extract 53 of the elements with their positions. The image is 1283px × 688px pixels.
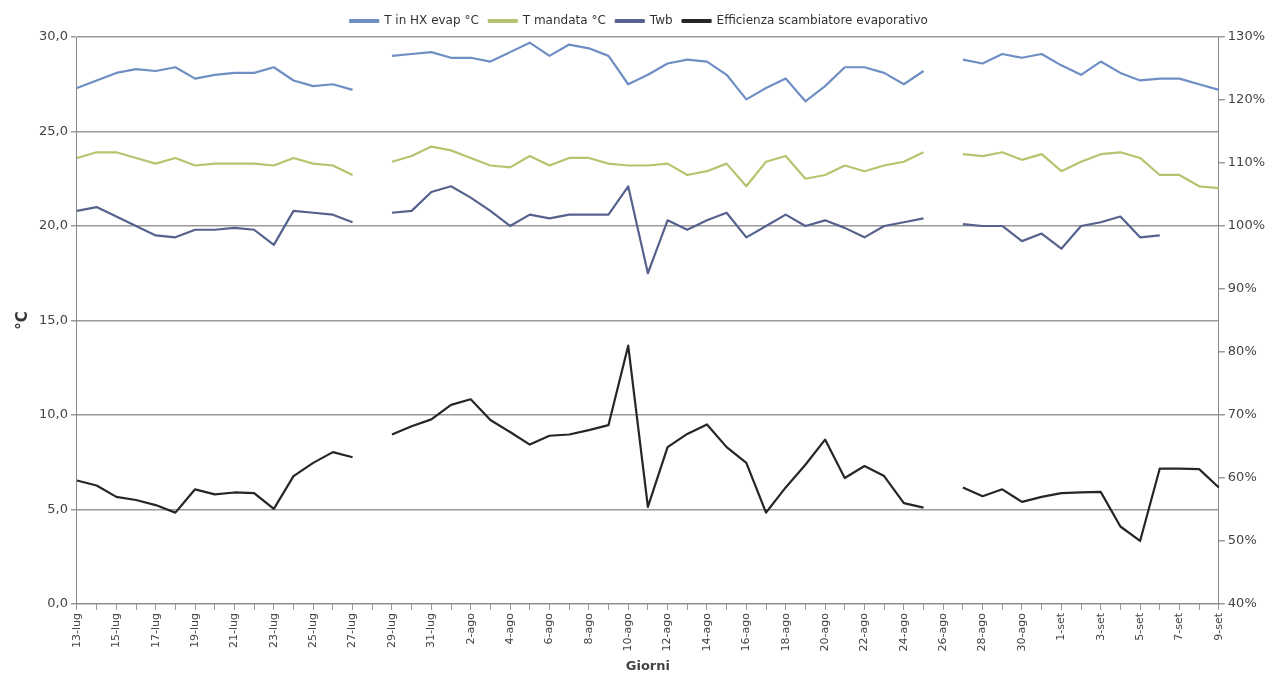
x-tick-label: 2-ago	[463, 612, 477, 645]
x-tick-label: 18-ago	[778, 612, 792, 652]
x-tick-label: 26-ago	[936, 612, 950, 652]
x-tick-label: 28-ago	[975, 612, 989, 652]
x-tick-label: 25-lug	[306, 612, 320, 648]
y-tick-label: 5,0	[47, 500, 68, 516]
x-tick-label: 9-set	[1211, 612, 1225, 641]
legend-label: Efficienza scambiatore evaporativo	[716, 13, 928, 28]
x-tick-label: 4-ago	[502, 612, 516, 645]
y-tick-label: 25,0	[38, 122, 68, 138]
x-tick-label: 7-set	[1172, 612, 1186, 641]
y2-tick-label: 90%	[1227, 280, 1257, 296]
y2-tick-label: 50%	[1227, 532, 1257, 548]
legend-label: T in HX evap °C	[383, 13, 479, 28]
x-tick-label: 6-ago	[542, 612, 556, 645]
y-axis-title: °C	[12, 311, 31, 330]
x-tick-label: 27-lug	[345, 612, 359, 648]
x-tick-label: 5-set	[1132, 612, 1146, 641]
y-tick-label: 10,0	[38, 406, 68, 422]
x-tick-label: 31-lug	[424, 612, 438, 648]
x-tick-label: 3-set	[1093, 612, 1107, 641]
x-tick-label: 29-lug	[384, 612, 398, 648]
x-tick-label: 16-ago	[739, 612, 753, 652]
x-tick-label: 13-lug	[69, 612, 83, 648]
x-axis-title: Giorni	[625, 657, 670, 673]
legend-label: T mandata °C	[521, 13, 606, 28]
y-tick-label: 30,0	[38, 28, 68, 44]
y2-tick-label: 70%	[1227, 406, 1257, 422]
legend-label: Twb	[648, 13, 673, 28]
y2-tick-label: 120%	[1227, 91, 1266, 107]
y-tick-label: 0,0	[47, 595, 68, 611]
x-tick-label: 1-set	[1054, 612, 1068, 641]
y2-tick-label: 80%	[1227, 343, 1257, 359]
y2-tick-label: 100%	[1227, 217, 1266, 233]
y-tick-label: 20,0	[38, 217, 68, 233]
y2-tick-label: 40%	[1227, 595, 1257, 611]
y2-tick-label: 130%	[1227, 28, 1266, 44]
x-tick-label: 21-lug	[227, 612, 241, 648]
x-tick-label: 22-ago	[857, 612, 871, 652]
x-tick-label: 12-ago	[660, 612, 674, 652]
x-tick-label: 20-ago	[817, 612, 831, 652]
x-tick-label: 10-ago	[621, 612, 635, 652]
y-tick-label: 15,0	[38, 311, 68, 327]
x-tick-label: 24-ago	[896, 612, 910, 652]
x-tick-label: 14-ago	[699, 612, 713, 652]
x-tick-label: 15-lug	[109, 612, 123, 648]
x-tick-label: 30-ago	[1014, 612, 1028, 652]
x-tick-label: 17-lug	[148, 612, 162, 648]
x-tick-label: 8-ago	[581, 612, 595, 645]
y2-tick-label: 60%	[1227, 469, 1257, 485]
x-tick-label: 19-lug	[187, 612, 201, 648]
y2-tick-label: 110%	[1227, 154, 1266, 170]
x-tick-label: 23-lug	[266, 612, 280, 648]
